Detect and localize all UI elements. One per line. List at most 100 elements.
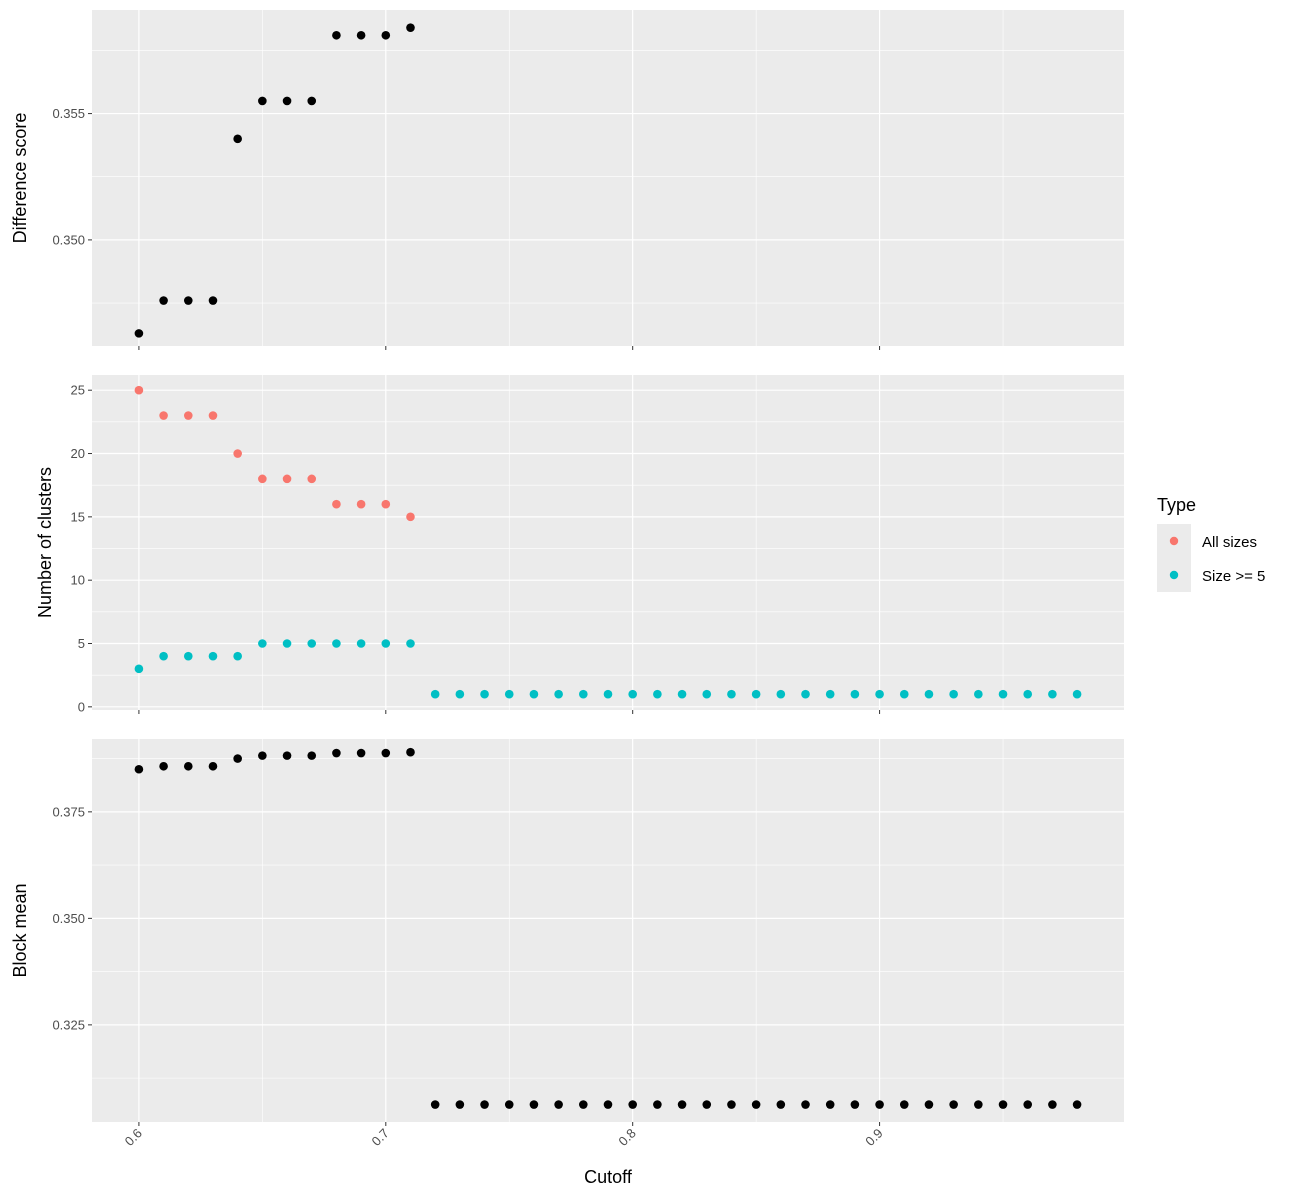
data-point <box>554 1100 563 1109</box>
data-point <box>233 651 242 661</box>
data-point <box>233 754 242 763</box>
y-tick-label: 25 <box>71 383 85 398</box>
y-tick-label: 0.355 <box>52 106 85 121</box>
y-axis-title-difference: Difference score <box>10 113 30 244</box>
series-block-0 <box>134 747 1082 1109</box>
data-point <box>455 689 465 699</box>
data-point <box>702 689 712 699</box>
data-point <box>504 1100 514 1109</box>
data-point <box>159 296 168 305</box>
panel-difference: 0.350 0.355 Difference score <box>10 10 1124 350</box>
data-point <box>899 689 909 699</box>
data-point <box>134 385 144 395</box>
data-point <box>258 639 267 648</box>
data-point <box>307 751 317 760</box>
data-point <box>801 689 810 699</box>
data-point <box>825 1100 835 1109</box>
data-point <box>332 639 341 648</box>
data-point <box>406 512 415 522</box>
data-point <box>406 747 415 757</box>
y-tick-label: 10 <box>71 573 85 588</box>
data-point <box>381 30 391 40</box>
data-point <box>134 664 144 674</box>
data-point <box>307 474 317 484</box>
data-point <box>776 1100 786 1109</box>
data-point <box>183 761 193 771</box>
data-point <box>554 689 563 699</box>
data-point <box>134 329 144 338</box>
data-point <box>579 1100 588 1109</box>
series-clusters-1 <box>134 639 1082 699</box>
data-point <box>183 411 193 420</box>
data-point <box>208 761 218 771</box>
data-point <box>208 651 218 661</box>
data-point <box>356 748 366 758</box>
data-point <box>1023 1100 1033 1109</box>
y-tick-label: 0 <box>78 699 85 714</box>
legend: Type All sizes Size >= 5 <box>1157 495 1265 592</box>
data-point <box>430 689 440 699</box>
data-point <box>628 1100 637 1109</box>
data-point <box>751 689 761 699</box>
x-axis: 0.6 0.7 0.8 0.9 <box>122 1126 886 1149</box>
data-point <box>1023 689 1033 699</box>
legend-key-size-ge-5 <box>1169 570 1179 580</box>
data-point <box>381 639 391 648</box>
data-point <box>801 1100 810 1109</box>
legend-title: Type <box>1157 495 1196 515</box>
data-point <box>183 296 193 305</box>
data-point <box>282 474 292 484</box>
data-point <box>751 1100 761 1109</box>
y-axis-title-clusters: Number of clusters <box>35 467 55 618</box>
data-point <box>504 689 514 699</box>
data-point <box>430 1100 440 1109</box>
data-point <box>159 411 168 420</box>
data-point <box>529 1100 539 1109</box>
panels-layer: 0.350 0.355 Difference score 0 5 10 15 20 25 Numb… <box>10 10 1124 1126</box>
y-tick-label: 5 <box>78 636 85 651</box>
data-point <box>406 23 415 32</box>
data-point <box>875 689 884 699</box>
y-tick-label: 0.350 <box>52 911 85 926</box>
data-point <box>455 1100 465 1109</box>
data-point <box>850 689 860 699</box>
x-tick-label: 0.8 <box>615 1126 638 1149</box>
data-point <box>258 474 267 484</box>
data-point <box>356 30 366 40</box>
data-point <box>998 1100 1008 1109</box>
data-point <box>480 1100 489 1109</box>
y-tick-label: 20 <box>71 446 85 461</box>
data-point <box>258 751 267 760</box>
panel-background <box>92 375 1124 710</box>
data-point <box>233 449 242 458</box>
data-point <box>1072 1100 1082 1109</box>
data-point <box>332 499 341 509</box>
data-point <box>208 411 218 420</box>
data-point <box>653 1100 662 1109</box>
data-point <box>727 689 736 699</box>
legend-label-size-ge-5: Size >= 5 <box>1202 568 1265 585</box>
data-point <box>183 651 193 661</box>
data-point <box>356 639 366 648</box>
x-axis-title: Cutoff <box>584 1167 633 1187</box>
x-tick-label: 0.9 <box>862 1126 885 1149</box>
data-point <box>1072 689 1082 699</box>
data-point <box>653 689 662 699</box>
data-point <box>702 1100 712 1109</box>
data-point <box>875 1100 884 1109</box>
data-point <box>899 1100 909 1109</box>
data-point <box>406 639 415 648</box>
data-point <box>529 689 539 699</box>
x-tick-label: 0.6 <box>122 1126 145 1149</box>
panel-background <box>92 10 1124 346</box>
data-point <box>233 134 242 144</box>
y-tick-label: 15 <box>71 509 85 524</box>
data-point <box>159 651 168 661</box>
data-point <box>258 96 267 106</box>
panel-clusters: 0 5 10 15 20 25 Number of clusters <box>35 375 1124 714</box>
data-point <box>1048 689 1057 699</box>
data-point <box>208 296 218 305</box>
data-point <box>677 689 687 699</box>
data-point <box>332 748 341 758</box>
